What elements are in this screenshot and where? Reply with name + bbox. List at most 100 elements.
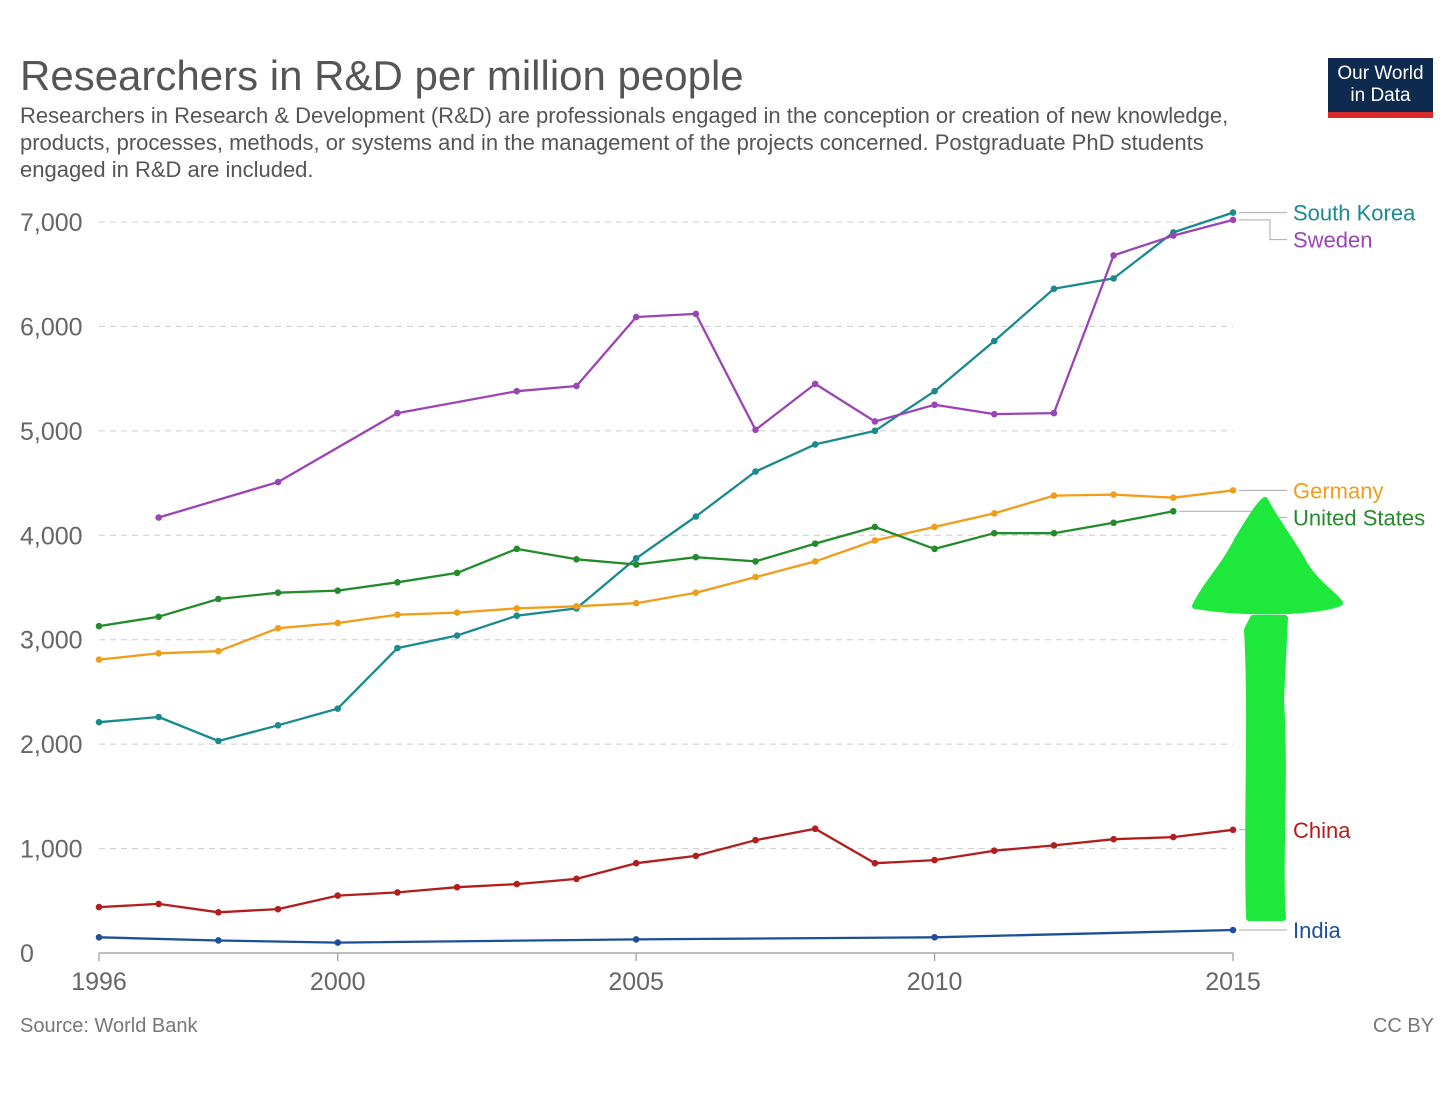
data-point bbox=[394, 611, 401, 618]
data-point bbox=[931, 856, 938, 864]
logo-line-2: in Data bbox=[1350, 85, 1411, 106]
series-line-sweden bbox=[158, 218, 1234, 519]
data-point bbox=[871, 537, 879, 544]
x-tick-label: 2005 bbox=[608, 968, 664, 996]
data-point bbox=[274, 722, 282, 729]
data-point bbox=[632, 936, 640, 943]
data-point bbox=[215, 647, 222, 655]
arrow-shaft bbox=[1244, 615, 1288, 921]
data-point bbox=[931, 523, 938, 531]
data-point bbox=[811, 558, 819, 565]
data-point bbox=[573, 556, 580, 563]
data-point bbox=[632, 561, 640, 568]
data-point bbox=[215, 595, 222, 603]
y-tick-label: 7,000 bbox=[20, 209, 83, 237]
series-label-india: India bbox=[1293, 918, 1341, 943]
data-point bbox=[513, 612, 521, 619]
series-label-germany: Germany bbox=[1293, 478, 1383, 503]
data-point bbox=[1110, 519, 1117, 527]
chart-subtitle: Researchers in Research & Development (R… bbox=[20, 103, 1229, 182]
data-point bbox=[274, 624, 282, 632]
data-point bbox=[752, 426, 759, 434]
data-point bbox=[334, 892, 342, 899]
data-point bbox=[95, 718, 103, 726]
series-label-china: China bbox=[1293, 818, 1351, 843]
series-label-south-korea: South Korea bbox=[1293, 201, 1416, 226]
data-point bbox=[1050, 842, 1058, 849]
series-line-china bbox=[98, 827, 1234, 914]
data-point bbox=[1229, 926, 1237, 934]
y-tick-label: 2,000 bbox=[20, 731, 83, 759]
x-tick-label: 2010 bbox=[907, 968, 963, 996]
data-point bbox=[155, 713, 162, 721]
data-point bbox=[931, 401, 938, 409]
data-point bbox=[274, 905, 282, 913]
data-point bbox=[1229, 216, 1237, 224]
data-point bbox=[513, 605, 521, 612]
grid-lines bbox=[99, 221, 1233, 850]
data-point bbox=[215, 737, 222, 745]
data-point bbox=[573, 382, 580, 390]
data-point bbox=[692, 513, 700, 520]
data-point bbox=[513, 545, 521, 553]
data-point bbox=[1050, 409, 1058, 417]
data-point bbox=[334, 705, 342, 712]
data-point bbox=[274, 478, 282, 486]
data-point bbox=[871, 859, 879, 867]
y-tick-label: 1,000 bbox=[20, 836, 83, 864]
data-point bbox=[990, 410, 998, 418]
data-point bbox=[871, 418, 879, 425]
label-connector bbox=[1239, 219, 1287, 241]
data-point bbox=[692, 589, 700, 597]
data-point bbox=[811, 825, 819, 833]
data-point bbox=[155, 900, 162, 908]
owid-logo[interactable]: Our World in Data bbox=[1328, 58, 1433, 118]
series-label-sweden: Sweden bbox=[1293, 228, 1373, 253]
data-point bbox=[990, 847, 998, 854]
data-point bbox=[394, 409, 401, 417]
y-tick-label: 5,000 bbox=[20, 418, 83, 446]
data-point bbox=[453, 883, 461, 891]
data-point bbox=[394, 889, 401, 896]
data-point bbox=[95, 622, 103, 630]
data-point bbox=[1229, 826, 1237, 834]
data-point bbox=[95, 656, 103, 663]
data-point bbox=[871, 523, 879, 531]
data-point bbox=[1110, 252, 1117, 259]
data-point bbox=[453, 569, 461, 577]
data-point bbox=[95, 903, 103, 911]
data-point bbox=[334, 939, 342, 946]
data-point bbox=[1170, 232, 1177, 239]
data-point bbox=[752, 558, 759, 565]
axes: 0 1,000 2,000 3,000 4,000 5,000 6,000 7,000 1996… bbox=[20, 209, 1261, 996]
y-tick-label: 3,000 bbox=[20, 627, 83, 655]
data-point bbox=[811, 441, 819, 448]
x-tick-label: 1996 bbox=[71, 968, 127, 996]
series-lines bbox=[95, 209, 1237, 946]
series-line-united-states bbox=[98, 510, 1174, 628]
data-point bbox=[811, 380, 819, 388]
y-tick-label: 6,000 bbox=[20, 313, 83, 341]
data-point bbox=[453, 632, 461, 639]
data-point bbox=[573, 875, 580, 883]
data-point bbox=[990, 529, 998, 537]
data-point bbox=[811, 540, 819, 547]
data-point bbox=[692, 852, 700, 860]
data-point bbox=[1170, 833, 1177, 841]
data-point bbox=[1110, 835, 1117, 843]
series-line-germany bbox=[98, 489, 1234, 661]
data-point bbox=[692, 553, 700, 561]
series-label-united-states: United States bbox=[1293, 505, 1425, 530]
data-point bbox=[95, 934, 103, 941]
data-point bbox=[1110, 275, 1117, 282]
data-point bbox=[215, 937, 222, 944]
y-tick-label: 4,000 bbox=[20, 522, 83, 550]
source-note[interactable]: Source: World Bank bbox=[20, 1015, 198, 1037]
license-note[interactable]: CC BY bbox=[1372, 1015, 1434, 1037]
data-point bbox=[1050, 285, 1058, 293]
data-point bbox=[1170, 494, 1177, 501]
series-line-south-korea bbox=[98, 211, 1234, 743]
data-point bbox=[632, 599, 640, 607]
x-tick-label: 2015 bbox=[1205, 968, 1261, 996]
